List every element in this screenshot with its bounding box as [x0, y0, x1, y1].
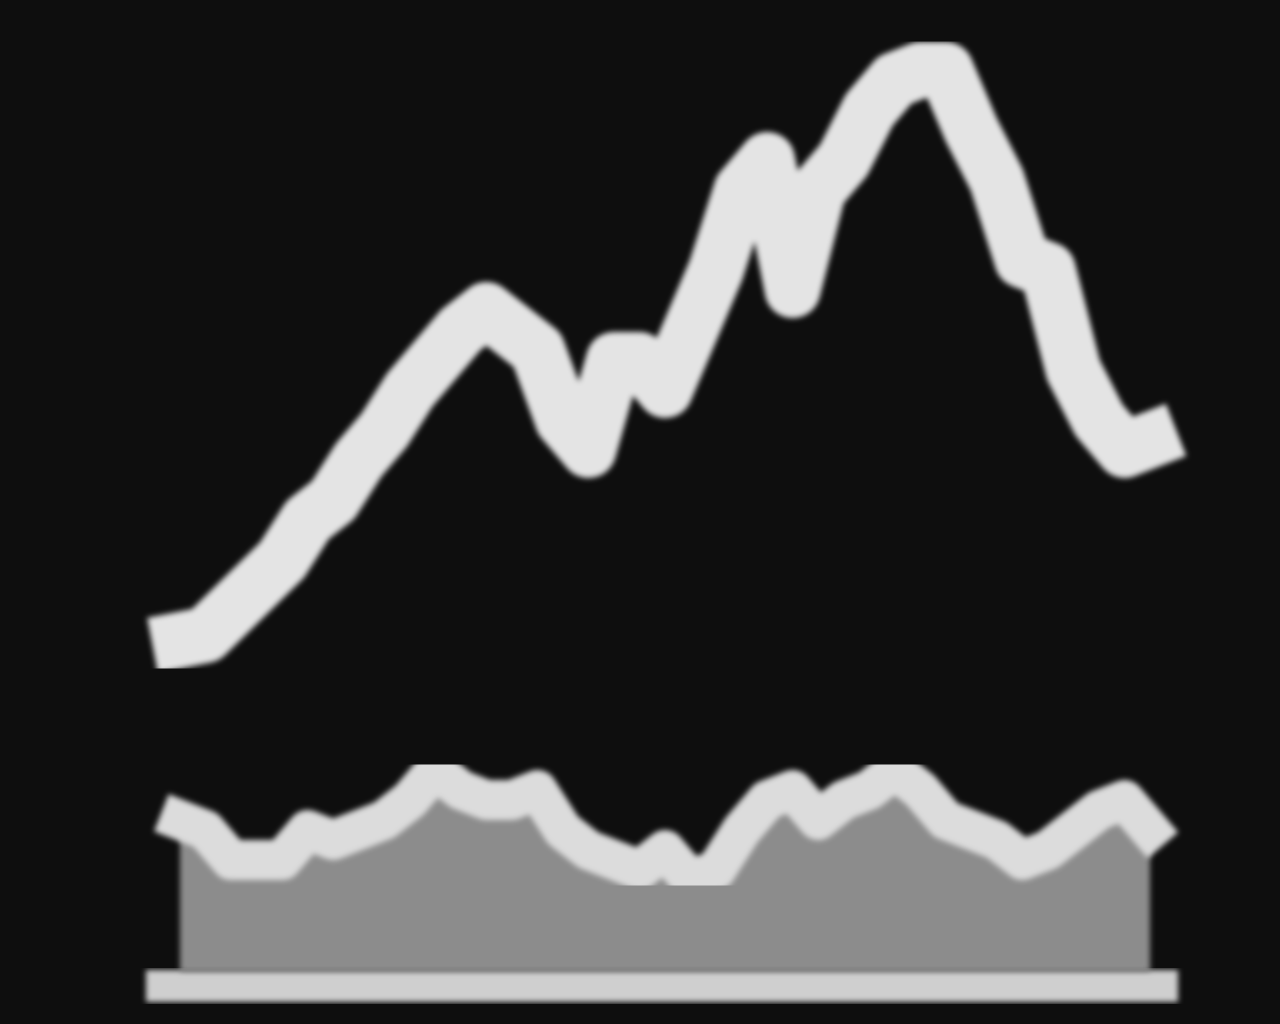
price-line: [147, 42, 1187, 673]
volume-line: [154, 750, 1179, 900]
volume-base: [146, 970, 1178, 1002]
